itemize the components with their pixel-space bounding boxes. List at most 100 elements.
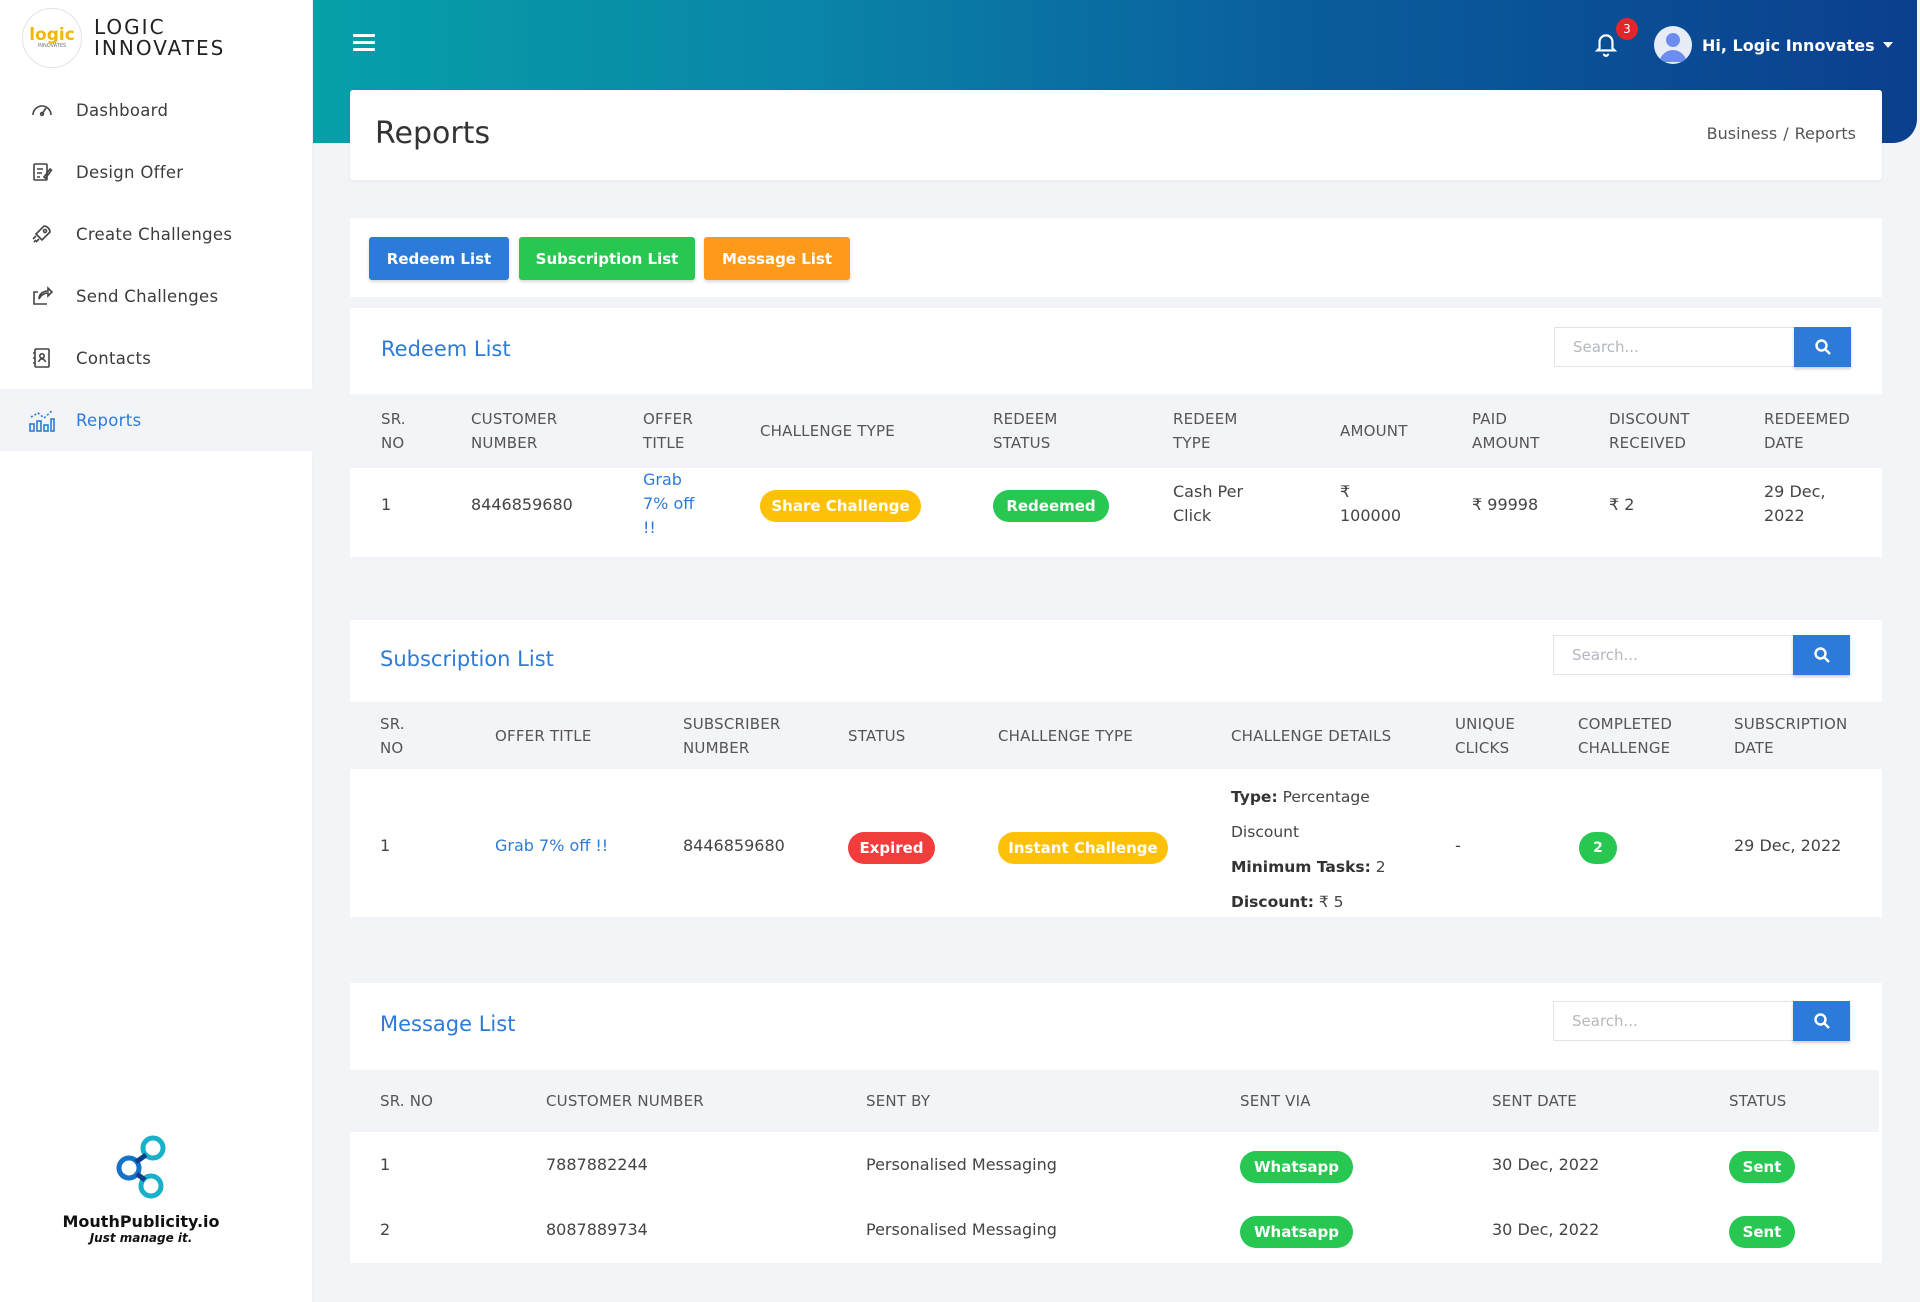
- sidebar: logic INNOVATES LOGIC INNOVATES Dashboar…: [0, 0, 313, 1302]
- col-sr-no: SR. NO: [380, 715, 405, 757]
- message-list-button[interactable]: Message List: [704, 237, 850, 280]
- message-search-input[interactable]: [1553, 1001, 1793, 1041]
- col-sr-no: SR. NO: [380, 1092, 434, 1110]
- message-search: [1553, 1001, 1850, 1041]
- message-table-header: SR. NO CUSTOMER NUMBER SENT BY SENT VIA …: [350, 1070, 1879, 1132]
- col-subscription-date: SUBSCRIPTION DATE: [1734, 715, 1848, 757]
- cell-sr: 2: [380, 1220, 391, 1239]
- sidebar-item-design-offer[interactable]: Design Offer: [0, 141, 313, 203]
- cell-customer-number: 8446859680: [471, 495, 573, 514]
- cell-customer-number: 7887882244: [546, 1155, 648, 1174]
- cell-unique-clicks: -: [1455, 836, 1461, 855]
- redeem-search-input[interactable]: [1554, 327, 1794, 367]
- cell-sent-date: 30 Dec, 2022: [1492, 1155, 1600, 1174]
- breadcrumb: Business / Reports: [1707, 124, 1856, 143]
- speedometer-icon: [28, 96, 56, 124]
- cell-sr: 1: [380, 836, 391, 855]
- logo-text: logic: [29, 24, 75, 45]
- sidebar-item-dashboard[interactable]: Dashboard: [0, 79, 313, 141]
- chevron-down-icon: [1882, 42, 1893, 48]
- cell-subscriber-number: 8446859680: [683, 836, 785, 855]
- col-paid-amount: PAID AMOUNT: [1472, 410, 1540, 452]
- col-discount-received: DISCOUNT RECEIVED: [1609, 410, 1690, 452]
- col-subscriber-number: SUBSCRIBER NUMBER: [683, 715, 781, 757]
- sidebar-item-label: Design Offer: [76, 162, 184, 182]
- logo-subtext: INNOVATES: [37, 42, 67, 49]
- sidebar-item-label: Contacts: [76, 348, 152, 368]
- mouthpublicity-name: MouthPublicity.io: [62, 1212, 220, 1231]
- col-amount: AMOUNT: [1340, 422, 1408, 440]
- sidebar-item-label: Dashboard: [76, 100, 169, 120]
- sidebar-item-label: Send Challenges: [76, 286, 219, 306]
- redeem-search: [1554, 327, 1851, 367]
- col-offer-title: OFFER TITLE: [495, 727, 592, 745]
- sidebar-item-reports[interactable]: Reports: [0, 389, 313, 451]
- sidebar-item-send-challenges[interactable]: Send Challenges: [0, 265, 313, 327]
- redeem-list-title: Redeem List: [381, 337, 511, 361]
- cell-offer-title-link[interactable]: Grab 7% off!!: [643, 470, 695, 537]
- col-challenge-type: CHALLENGE TYPE: [760, 422, 895, 440]
- search-icon: [1814, 339, 1831, 355]
- col-status: STATUS: [1729, 1092, 1787, 1110]
- bar-chart-icon: [28, 406, 56, 434]
- sidebar-item-create-challenges[interactable]: Create Challenges: [0, 203, 313, 265]
- search-icon: [1813, 647, 1830, 663]
- page-title-card: Reports Business / Reports: [350, 90, 1882, 180]
- cell-sr: 1: [380, 1155, 391, 1174]
- challenge-type-badge: Share Challenge: [760, 490, 921, 522]
- status-badge: Expired: [848, 832, 935, 864]
- breadcrumb-reports: Reports: [1794, 124, 1856, 143]
- search-button[interactable]: [1793, 1001, 1850, 1041]
- col-redeemed-date: REDEEMED DATE: [1764, 410, 1850, 452]
- sidebar-item-label: Reports: [76, 410, 142, 430]
- rocket-icon: [28, 220, 56, 248]
- redeem-status-badge: Redeemed: [993, 490, 1109, 522]
- hamburger-menu-icon[interactable]: [353, 34, 375, 52]
- cell-redeemed-date: 29 Dec, 2022: [1764, 482, 1826, 525]
- cell-amount: ₹100000: [1340, 482, 1402, 525]
- cell-customer-number: 8087889734: [546, 1220, 648, 1239]
- status-badge: Sent: [1729, 1216, 1795, 1248]
- mouthpublicity-logo-icon: [116, 1135, 166, 1199]
- cell-sent-date: 30 Dec, 2022: [1492, 1220, 1600, 1239]
- sidebar-nav: Dashboard Design Offer Create Challenges…: [0, 79, 313, 451]
- notification-badge: 3: [1616, 18, 1638, 40]
- subscription-table-header: SR. NO OFFER TITLE SUBSCRIBER NUMBER STATU…: [350, 702, 1882, 769]
- redeem-list-button[interactable]: Redeem List: [369, 237, 509, 280]
- sent-via-badge: Whatsapp: [1240, 1216, 1353, 1248]
- message-list-title: Message List: [380, 1012, 516, 1036]
- col-redeem-status: REDEEM STATUS: [993, 410, 1058, 452]
- sidebar-item-label: Create Challenges: [76, 224, 233, 244]
- mouthpublicity-tagline: Just manage it.: [89, 1231, 193, 1245]
- brand-name-line2: INNOVATES: [94, 36, 226, 60]
- cell-sent-by: Personalised Messaging: [866, 1220, 1057, 1239]
- challenge-type-badge: Instant Challenge: [998, 832, 1168, 864]
- cell-sent-by: Personalised Messaging: [866, 1155, 1057, 1174]
- col-customer-number: CUSTOMER NUMBER: [471, 410, 558, 452]
- subscription-list-button[interactable]: Subscription List: [519, 237, 695, 280]
- subscription-list-section: Subscription List SR.NO OFFER TITLE SUBS…: [350, 620, 1882, 917]
- col-offer-title: OFFER TITLE: [643, 410, 693, 452]
- page-title: Reports: [375, 116, 491, 151]
- brand-name: LOGIC INNOVATES: [94, 17, 225, 59]
- subscription-search: [1553, 635, 1850, 675]
- cell-subscription-date: 29 Dec, 2022: [1734, 836, 1842, 855]
- breadcrumb-business[interactable]: Business: [1706, 124, 1778, 143]
- subscription-search-input[interactable]: [1553, 635, 1793, 675]
- col-redeem-type: REDEEM TYPE: [1173, 410, 1238, 452]
- contact-book-icon: [28, 344, 56, 372]
- edit-document-icon: [28, 158, 56, 186]
- search-button[interactable]: [1793, 635, 1850, 675]
- col-status: STATUS: [848, 727, 906, 745]
- user-greeting: Hi, Logic Innovates: [1702, 35, 1875, 55]
- bell-icon[interactable]: [1593, 30, 1621, 58]
- status-badge: Sent: [1729, 1151, 1795, 1183]
- user-menu[interactable]: Hi, Logic Innovates: [1654, 26, 1893, 64]
- cell-offer-title-link[interactable]: Grab 7% off !!: [495, 836, 609, 855]
- sidebar-item-contacts[interactable]: Contacts: [0, 327, 313, 389]
- cell-discount-received: ₹ 2: [1609, 495, 1635, 514]
- brand-name-line1: LOGIC: [94, 15, 166, 39]
- search-button[interactable]: [1794, 327, 1851, 367]
- brand-logo[interactable]: logic INNOVATES LOGIC INNOVATES: [22, 8, 225, 68]
